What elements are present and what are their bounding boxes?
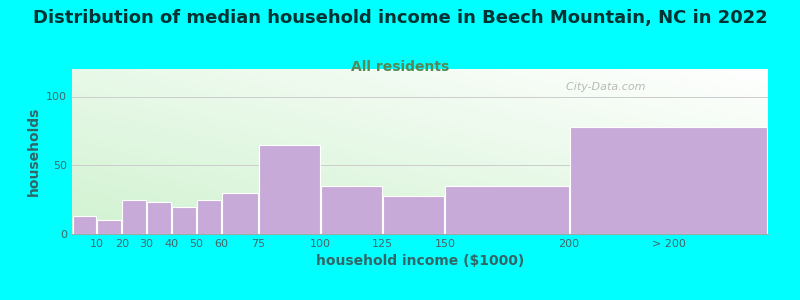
Bar [321,186,382,234]
Text: City-Data.com: City-Data.com [559,82,646,92]
Bar [147,202,171,234]
Bar [446,186,569,234]
Bar [197,200,221,234]
Text: All residents: All residents [351,60,449,74]
Text: Distribution of median household income in Beech Mountain, NC in 2022: Distribution of median household income … [33,9,767,27]
Bar [222,193,258,234]
Bar [383,196,444,234]
Bar [259,145,320,234]
Bar [122,200,146,234]
Bar [73,216,96,234]
Y-axis label: households: households [26,107,41,196]
Bar [98,220,121,234]
X-axis label: household income ($1000): household income ($1000) [316,254,524,268]
Bar [570,127,767,234]
Bar [172,206,196,234]
